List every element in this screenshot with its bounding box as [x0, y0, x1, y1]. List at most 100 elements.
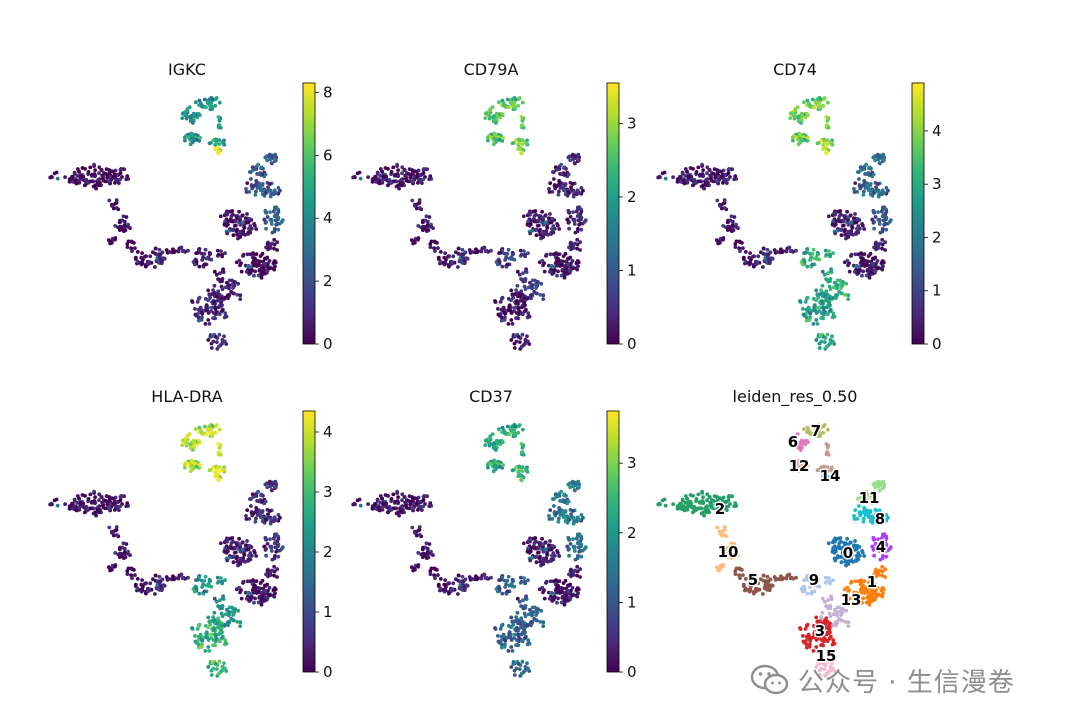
cell-point — [215, 575, 220, 580]
cell-point — [722, 177, 727, 182]
cell-point — [567, 553, 571, 558]
cell-point — [802, 259, 807, 264]
cell-point — [180, 249, 185, 254]
cell-point — [245, 508, 250, 512]
cell-point — [206, 318, 211, 322]
cell-point — [103, 499, 108, 503]
cell-point — [683, 494, 688, 498]
cell-point — [275, 544, 280, 548]
cell-point — [88, 165, 93, 170]
cell-point — [725, 181, 729, 186]
cell-point — [97, 165, 102, 170]
cell-point — [526, 546, 531, 550]
cell-point — [873, 158, 878, 163]
cell-point — [55, 503, 60, 508]
cell-point — [93, 183, 98, 188]
cell-point — [822, 340, 827, 344]
cell-point — [187, 432, 192, 436]
colorbar-tick-label: 8 — [323, 83, 333, 101]
cell-point — [183, 465, 187, 470]
cell-point — [563, 510, 568, 515]
cell-point — [514, 615, 518, 619]
cell-point — [540, 536, 544, 541]
cell-point — [722, 200, 727, 205]
cell-point — [489, 248, 493, 253]
cell-point — [861, 192, 866, 197]
cell-point — [237, 585, 242, 590]
cell-point — [417, 527, 422, 532]
cell-point — [118, 224, 122, 229]
cell-point — [258, 586, 262, 591]
cell-point — [536, 607, 540, 611]
cell-point — [529, 620, 533, 624]
cell-point — [214, 272, 219, 277]
cell-point — [700, 489, 704, 494]
cell-point — [427, 504, 432, 509]
cell-point — [185, 435, 190, 439]
cell-point — [202, 579, 207, 583]
cell-point — [828, 635, 833, 640]
cell-point — [723, 173, 727, 177]
cell-point — [721, 237, 725, 242]
cell-point — [55, 176, 60, 181]
cell-point — [485, 135, 490, 140]
cell-point — [798, 132, 802, 136]
cell-point — [682, 505, 686, 510]
cell-point — [404, 505, 409, 510]
cell-point — [259, 591, 264, 595]
cell-point — [870, 217, 875, 222]
cell-point — [253, 596, 257, 601]
cell-point — [483, 249, 488, 254]
cell-point — [197, 112, 201, 116]
cell-point — [572, 546, 577, 550]
cell-point — [788, 576, 793, 581]
cell-point — [543, 540, 548, 545]
cell-point — [571, 537, 575, 541]
cell-point — [572, 219, 577, 223]
cell-point — [815, 141, 820, 146]
cell-point — [400, 492, 405, 497]
cell-point — [176, 249, 181, 253]
cell-point — [513, 305, 517, 310]
cell-point — [201, 255, 206, 260]
cell-point — [231, 554, 236, 559]
cell-point — [734, 551, 738, 556]
cell-point — [835, 228, 840, 233]
cell-point — [237, 258, 242, 263]
cell-point — [704, 505, 709, 509]
cell-point — [541, 556, 546, 561]
cell-point — [517, 340, 522, 344]
cell-point — [103, 172, 108, 176]
cell-point — [514, 643, 518, 647]
cell-point — [377, 505, 381, 510]
cell-point — [93, 168, 97, 173]
cell-point — [244, 269, 249, 274]
cell-point — [529, 623, 533, 628]
cell-point — [83, 510, 87, 515]
cell-point — [523, 341, 527, 346]
cell-point — [875, 479, 880, 484]
cell-point — [86, 497, 91, 501]
cell-point — [530, 555, 535, 560]
cell-point — [269, 488, 274, 492]
cell-point — [84, 177, 89, 182]
cell-point — [523, 604, 528, 608]
cell-point — [729, 214, 734, 219]
cell-point — [818, 333, 823, 338]
cell-point — [265, 158, 270, 163]
cell-point — [120, 545, 125, 550]
cell-point — [420, 181, 424, 186]
cell-point — [395, 489, 399, 494]
cell-point — [550, 190, 555, 194]
cell-point — [499, 315, 504, 320]
cell-point — [157, 254, 162, 259]
cell-point — [519, 115, 524, 119]
cell-point — [752, 264, 756, 269]
cell-point — [399, 505, 404, 509]
cell-point — [815, 252, 820, 257]
cell-point — [556, 258, 561, 262]
cell-point — [678, 501, 682, 506]
cell-point — [743, 259, 748, 264]
cell-point — [741, 246, 745, 251]
cell-point — [225, 231, 230, 236]
